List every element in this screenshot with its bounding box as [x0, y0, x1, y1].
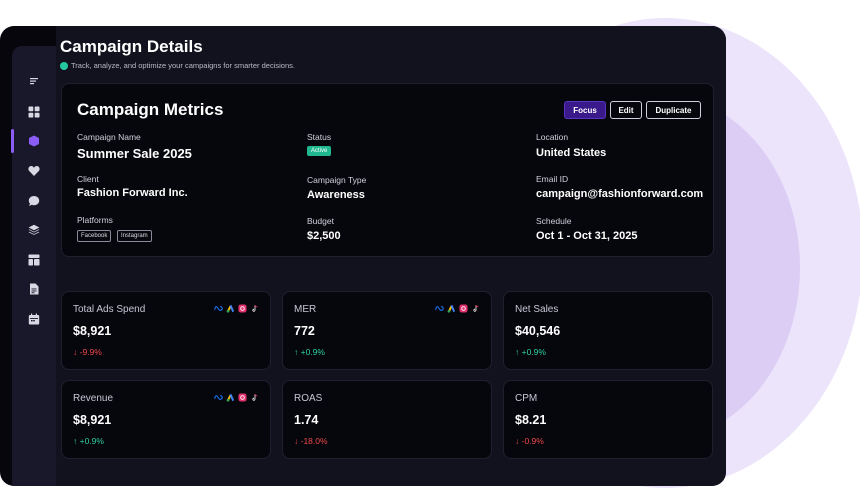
email-value: campaign@fashionforward.com — [536, 188, 704, 200]
instagram-icon — [459, 304, 468, 313]
app-window: Campaign Details Track, analyze, and opt… — [0, 26, 726, 486]
stat-change: ↑ +0.9% — [515, 347, 546, 357]
budget-label: Budget — [307, 216, 334, 226]
tiktok-icon — [250, 304, 259, 313]
stat-change: ↓ -9.9% — [73, 347, 102, 357]
platform-icons — [214, 304, 259, 313]
platform-icons — [214, 393, 259, 402]
location-value: United States — [536, 147, 607, 159]
page-subtitle-text: Track, analyze, and optimize your campai… — [71, 61, 295, 70]
heart-icon[interactable] — [24, 161, 44, 181]
schedule-value: Oct 1 - Oct 31, 2025 — [536, 230, 638, 242]
page-title: Campaign Details — [60, 37, 203, 56]
stat-change: ↑ +0.9% — [294, 347, 325, 357]
email-label: Email ID — [536, 174, 569, 184]
document-icon[interactable] — [24, 279, 44, 299]
campaign-name-value: Summer Sale 2025 — [77, 146, 192, 161]
focus-button[interactable]: Focus — [564, 101, 606, 119]
dashboard-icon[interactable] — [24, 102, 44, 122]
stat-value: 1.74 — [294, 413, 319, 427]
layers-icon[interactable] — [24, 220, 44, 240]
stat-change: ↓ -18.0% — [294, 436, 328, 446]
stat-value: 772 — [294, 324, 315, 338]
platform-tag-facebook: Facebook — [77, 230, 112, 242]
google-ads-icon — [226, 393, 235, 402]
stat-title: MER — [294, 304, 317, 315]
google-ads-icon — [226, 304, 235, 313]
stat-title: Net Sales — [515, 304, 559, 315]
platform-icons — [435, 304, 480, 313]
meta-icon — [214, 304, 223, 313]
schedule-label: Schedule — [536, 216, 572, 226]
instagram-icon — [238, 393, 247, 402]
layout-icon[interactable] — [24, 250, 44, 270]
stat-change: ↓ -0.9% — [515, 436, 544, 446]
campaign-name-label: Campaign Name — [77, 132, 141, 142]
meta-icon — [435, 304, 444, 313]
tiktok-icon — [471, 304, 480, 313]
campaign-type-value: Awareness — [307, 189, 365, 201]
campaign-type-label: Campaign Type — [307, 175, 367, 185]
duplicate-button[interactable]: Duplicate — [646, 101, 701, 119]
stat-value: $8,921 — [73, 413, 112, 427]
stat-title: Revenue — [73, 393, 114, 404]
stat-card-roas[interactable]: ROAS 1.74 ↓ -18.0% — [282, 380, 492, 459]
stat-card-total-ads-spend[interactable]: Total Ads Spend $8,921 ↓ -9.9% — [61, 291, 271, 370]
platform-tag-instagram: Instagram — [117, 230, 152, 242]
sidebar-active-indicator — [11, 129, 14, 153]
stat-card-cpm[interactable]: CPM $8.21 ↓ -0.9% — [503, 380, 713, 459]
main-content: Campaign Details Track, analyze, and opt… — [56, 26, 726, 486]
stat-card-net-sales[interactable]: Net Sales $40,546 ↑ +0.9% — [503, 291, 713, 370]
stat-title: Total Ads Spend — [73, 304, 146, 315]
client-value: Fashion Forward Inc. — [77, 187, 188, 199]
budget-value: $2,500 — [307, 230, 341, 242]
campaign-metrics-heading: Campaign Metrics — [77, 100, 224, 119]
google-ads-icon — [447, 304, 456, 313]
stat-value: $8,921 — [73, 324, 112, 338]
status-label: Status — [307, 132, 332, 142]
page-subtitle: Track, analyze, and optimize your campai… — [60, 61, 295, 70]
stat-change: ↑ +0.9% — [73, 436, 104, 446]
status-dot-icon — [60, 61, 68, 70]
stat-title: CPM — [515, 393, 538, 404]
tiktok-icon — [250, 393, 259, 402]
calendar-icon[interactable] — [24, 309, 44, 329]
platforms-label: Platforms — [77, 215, 113, 225]
stat-value: $40,546 — [515, 324, 561, 338]
status-badge: Active — [307, 146, 332, 156]
client-label: Client — [77, 174, 99, 184]
stat-card-mer[interactable]: MER 772 ↑ +0.9% — [282, 291, 492, 370]
chat-icon[interactable] — [24, 191, 44, 211]
campaign-metrics-card: Campaign Metrics Focus Edit Duplicate Ca… — [61, 83, 714, 257]
campaign-icon[interactable] — [24, 131, 44, 151]
stat-card-revenue[interactable]: Revenue $8,921 ↑ +0.9% — [61, 380, 271, 459]
sidebar — [11, 46, 56, 486]
menu-icon[interactable] — [24, 71, 44, 91]
instagram-icon — [238, 304, 247, 313]
meta-icon — [214, 393, 223, 402]
stat-title: ROAS — [294, 393, 323, 404]
edit-button[interactable]: Edit — [610, 101, 642, 119]
location-label: Location — [536, 132, 569, 142]
stat-value: $8.21 — [515, 413, 547, 427]
